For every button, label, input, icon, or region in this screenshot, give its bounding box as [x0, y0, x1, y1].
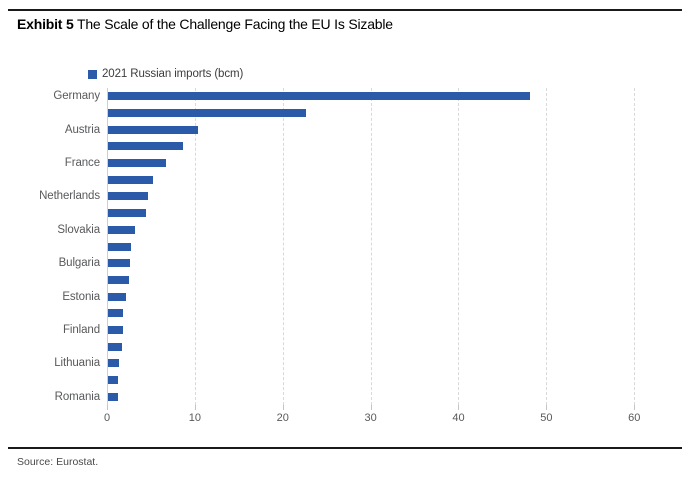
bar-France: [108, 159, 166, 168]
x-axis-tick-label: 30: [364, 412, 377, 424]
bar-Netherlands: [108, 192, 149, 201]
bar-Lithuania: [108, 359, 119, 368]
gridline-30: [370, 88, 372, 405]
gridline-50: [546, 88, 548, 405]
bar-row-8: [108, 209, 146, 218]
x-axis-tick-label: 20: [276, 412, 289, 424]
x-axis-tick-0: [107, 405, 108, 410]
top-rule: [8, 9, 682, 11]
x-axis-tick-50: [546, 405, 548, 410]
exhibit-title-text: The Scale of the Challenge Facing the EU…: [76, 16, 393, 32]
y-axis-labels: Germany Austria France Netherlands Slovakia B…: [20, 88, 100, 405]
category-label-Bulgaria: Bulgaria: [58, 257, 101, 270]
bar-row-10: [108, 242, 131, 251]
chart-legend: 2021 Russian imports (bcm): [88, 68, 243, 80]
category-label-Finland: Finland: [62, 323, 100, 336]
x-axis-tick-20: [282, 405, 284, 410]
exhibit-title: Exhibit 5 The Scale of the Challenge Fac…: [17, 16, 393, 32]
x-axis-tick-label: 40: [452, 412, 465, 424]
exhibit-label: Exhibit 5: [17, 16, 74, 32]
bar-Romania: [108, 392, 118, 401]
category-label-Netherlands: Netherlands: [39, 190, 100, 203]
legend-label: 2021 Russian imports (bcm): [102, 68, 244, 80]
category-label-Germany: Germany: [53, 90, 100, 103]
bar-Slovakia: [108, 225, 136, 234]
bar-row-14: [108, 309, 123, 318]
y-axis-line: [107, 88, 108, 405]
bar-Bulgaria: [108, 259, 130, 268]
bottom-rule: [8, 447, 682, 449]
category-label-Romania: Romania: [54, 390, 100, 403]
gridline-40: [458, 88, 460, 405]
bar-chart-plot-area: 0 10 20 30 40 50 60: [104, 88, 665, 424]
x-axis-tick-10: [194, 405, 196, 410]
bar-row-2: [108, 109, 306, 118]
bar-row-12: [108, 275, 130, 284]
legend-swatch-icon: [88, 69, 97, 79]
bar-Estonia: [108, 292, 127, 301]
category-label-Estonia: Estonia: [62, 290, 100, 303]
bar-row-6: [108, 175, 153, 184]
x-axis-tick-label: 50: [540, 412, 553, 424]
category-label-France: France: [64, 157, 100, 170]
x-axis-tick-40: [458, 405, 460, 410]
bar-row-16: [108, 342, 123, 351]
source-note: Source: Eurostat.: [17, 456, 99, 468]
x-axis-tick-label: 10: [188, 412, 201, 424]
bar-row-4: [108, 142, 183, 151]
bar-Finland: [108, 325, 123, 334]
x-axis-tick-label: 60: [628, 412, 641, 424]
gridline-60: [634, 88, 636, 405]
gridline-20: [282, 88, 284, 405]
x-axis-tick-label: 0: [103, 412, 111, 424]
x-axis-tick-60: [634, 405, 636, 410]
category-label-Austria: Austria: [64, 123, 100, 136]
gridline-10: [194, 88, 196, 405]
x-axis-tick-30: [370, 405, 372, 410]
bar-row-18: [108, 375, 118, 384]
category-label-Slovakia: Slovakia: [57, 223, 100, 236]
category-label-Lithuania: Lithuania: [54, 357, 100, 370]
bar-Austria: [108, 125, 198, 134]
bar-Germany: [108, 92, 530, 101]
